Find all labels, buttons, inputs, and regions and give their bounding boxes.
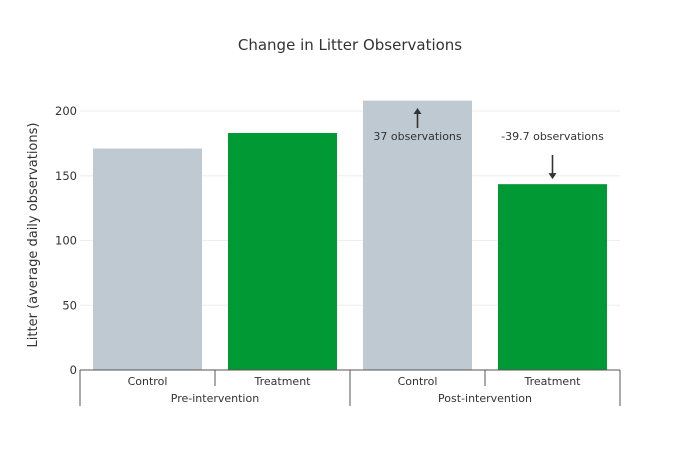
bar [363,100,472,370]
x-category-label: Treatment [524,375,582,388]
y-tick-label: 100 [55,234,77,248]
x-group-label: Pre-intervention [171,392,259,405]
y-tick-label: 0 [70,363,77,377]
annotations: 37 observations -39.7 observations [373,108,604,180]
axes: 0 50 100 150 200 Control Treatment Control Treat… [55,104,621,406]
bars [93,100,607,370]
y-tick-label: 200 [55,104,77,118]
bar [93,148,202,370]
y-axis-label: Litter (average daily observations) [26,123,41,348]
bar [228,133,337,370]
y-tick-label: 150 [55,169,77,183]
annotation-label: 37 observations [373,130,462,143]
annotation-arrowhead [548,173,557,180]
x-category-label: Treatment [254,375,312,388]
y-tick-label: 50 [62,298,77,312]
chart-title: Change in Litter Observations [238,36,462,54]
annotation-label: -39.7 observations [501,130,604,143]
annotation-arrowhead [413,108,422,114]
x-category-label: Control [128,375,168,388]
x-category-label: Control [398,375,438,388]
bar [498,184,607,370]
x-group-label: Post-intervention [438,392,532,405]
